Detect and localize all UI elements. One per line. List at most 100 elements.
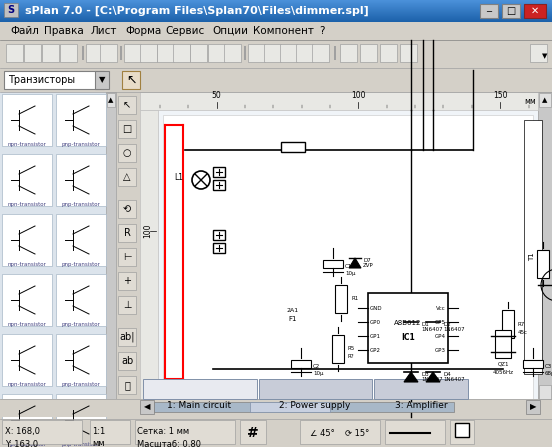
Text: D2
1N6407: D2 1N6407 <box>443 321 465 333</box>
Bar <box>42 44 59 62</box>
Bar <box>2 334 52 386</box>
Text: ⟳ 15°: ⟳ 15° <box>345 429 369 438</box>
Bar <box>0 21 552 22</box>
Bar <box>140 110 158 399</box>
Bar <box>118 200 136 218</box>
Bar <box>480 4 498 18</box>
Bar <box>0 11 552 12</box>
Bar <box>0 20 552 21</box>
Text: Vcc: Vcc <box>436 305 446 311</box>
Text: L1: L1 <box>174 173 183 182</box>
Text: ○: ○ <box>123 148 131 158</box>
Bar <box>24 44 41 62</box>
Text: pnp-transistor: pnp-transistor <box>62 262 100 267</box>
Bar <box>173 44 190 62</box>
Bar <box>2 94 52 146</box>
Text: Форма: Форма <box>125 26 161 36</box>
Bar <box>135 420 235 444</box>
Bar <box>0 15 552 16</box>
Text: sPlan 7.0 - [C:\Program Files\Splan70\Files\dimmer.spl]: sPlan 7.0 - [C:\Program Files\Splan70\Fi… <box>25 6 369 16</box>
Text: ab: ab <box>121 356 133 366</box>
Bar <box>240 420 266 444</box>
Text: ▲: ▲ <box>542 97 548 103</box>
Bar <box>312 44 329 62</box>
Bar <box>124 44 141 62</box>
Bar <box>300 420 380 444</box>
Bar <box>0 0 552 1</box>
Text: 4056Hz: 4056Hz <box>492 370 513 375</box>
Text: npn-transistor: npn-transistor <box>8 442 46 447</box>
Bar <box>250 402 330 412</box>
Bar <box>495 330 511 358</box>
Text: ▼: ▼ <box>542 53 548 59</box>
Bar <box>539 93 551 107</box>
Text: 1:1
мм: 1:1 мм <box>92 427 105 447</box>
Text: GP3: GP3 <box>435 347 446 353</box>
Bar <box>158 110 538 399</box>
Text: Файл: Файл <box>10 26 39 36</box>
Bar <box>118 352 136 370</box>
Text: pnp-transistor: pnp-transistor <box>62 382 100 387</box>
Bar <box>106 92 116 399</box>
Polygon shape <box>426 322 440 332</box>
Text: ▼: ▼ <box>99 76 105 84</box>
Bar <box>0 419 552 447</box>
Text: C2: C2 <box>313 363 320 368</box>
Bar <box>380 44 397 62</box>
Text: 50: 50 <box>212 92 221 101</box>
Bar <box>400 44 417 62</box>
Bar <box>0 13 552 14</box>
Bar <box>526 400 540 414</box>
Bar <box>4 3 18 17</box>
Bar <box>502 4 520 18</box>
Text: R: R <box>124 228 130 238</box>
Bar <box>118 96 136 114</box>
Bar <box>118 248 136 266</box>
Bar <box>450 420 474 444</box>
Bar <box>56 394 106 446</box>
Bar <box>95 71 109 89</box>
Text: D7
ZVP: D7 ZVP <box>363 257 374 268</box>
Text: R1: R1 <box>351 296 358 301</box>
Bar <box>264 44 281 62</box>
Bar <box>0 399 552 417</box>
Text: 1: Main circuit: 1: Main circuit <box>167 401 231 409</box>
Text: T1: T1 <box>529 253 535 261</box>
Bar <box>140 92 538 110</box>
Text: D3
1N6407: D3 1N6407 <box>421 371 443 382</box>
Bar <box>213 230 225 240</box>
Bar <box>0 18 552 19</box>
Bar <box>56 94 106 146</box>
Bar <box>360 44 377 62</box>
Bar <box>524 120 542 374</box>
Text: D1
1N6407: D1 1N6407 <box>421 321 443 333</box>
Text: 2: Power supply: 2: Power supply <box>279 401 350 409</box>
Text: ✕: ✕ <box>531 6 539 16</box>
Bar <box>100 44 117 62</box>
Bar <box>334 46 336 60</box>
Bar <box>0 17 552 18</box>
Text: R?: R? <box>348 354 354 359</box>
Bar <box>0 40 552 68</box>
Text: npn-transistor: npn-transistor <box>8 322 46 327</box>
Text: QZ1: QZ1 <box>497 361 509 366</box>
Text: ab|: ab| <box>119 332 135 342</box>
Polygon shape <box>404 322 418 332</box>
Text: Сервис: Сервис <box>166 26 205 36</box>
Text: D4
1N6407: D4 1N6407 <box>443 371 465 382</box>
Bar <box>0 10 552 11</box>
Text: ◀: ◀ <box>144 402 150 412</box>
Bar <box>118 328 136 346</box>
Bar <box>248 44 265 62</box>
Text: npn-transistor: npn-transistor <box>8 202 46 207</box>
Bar <box>0 22 552 40</box>
Bar <box>208 44 225 62</box>
Bar <box>56 154 106 206</box>
Bar <box>115 92 140 399</box>
Bar <box>154 402 454 412</box>
Bar <box>118 272 136 290</box>
Bar <box>0 92 115 399</box>
Bar <box>281 142 305 152</box>
Bar <box>140 44 157 62</box>
Text: Транзисторы: Транзисторы <box>8 75 75 85</box>
